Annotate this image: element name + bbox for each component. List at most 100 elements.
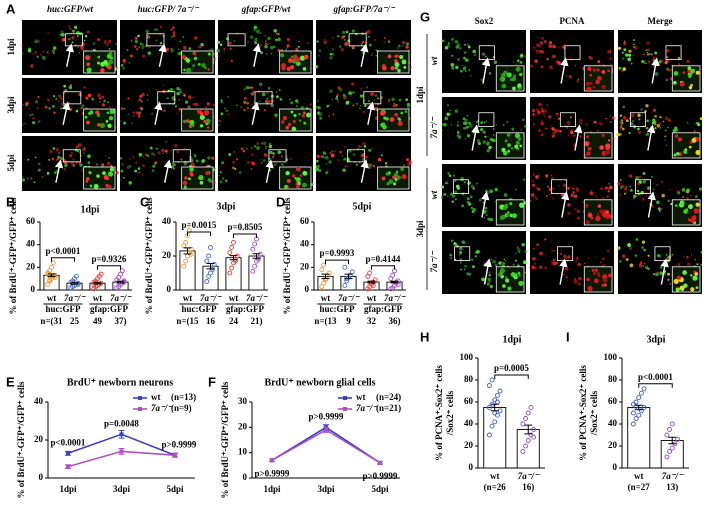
cell bbox=[540, 65, 544, 69]
cell bbox=[550, 174, 553, 177]
cell bbox=[522, 178, 526, 181]
cell bbox=[537, 187, 541, 191]
error-bar bbox=[367, 280, 376, 284]
cell bbox=[652, 188, 655, 191]
cell bbox=[267, 157, 271, 161]
cell bbox=[531, 183, 536, 187]
cell bbox=[316, 40, 319, 43]
cell bbox=[336, 99, 340, 103]
cell bbox=[240, 106, 243, 109]
cell bbox=[587, 257, 589, 259]
cell bbox=[227, 113, 229, 116]
cell bbox=[660, 180, 664, 184]
cell bbox=[162, 152, 164, 155]
cell bbox=[127, 97, 130, 100]
cell bbox=[567, 211, 571, 215]
cell bbox=[406, 102, 411, 107]
cell bbox=[82, 147, 86, 152]
cell bbox=[142, 156, 145, 158]
cell bbox=[325, 156, 329, 160]
cell bbox=[27, 101, 30, 104]
cell bbox=[674, 126, 678, 130]
cell bbox=[98, 97, 102, 100]
cell bbox=[126, 49, 129, 52]
data-point bbox=[183, 258, 189, 264]
inset-cell bbox=[382, 124, 387, 130]
n-label: (n=27 bbox=[628, 482, 651, 492]
y-tick-label: 0 bbox=[613, 462, 618, 472]
data-point bbox=[250, 268, 256, 274]
data-point bbox=[523, 416, 529, 421]
data-point bbox=[520, 421, 526, 427]
cell bbox=[225, 180, 228, 183]
cell bbox=[519, 61, 522, 64]
inset-cell bbox=[605, 210, 610, 214]
cell bbox=[264, 45, 268, 49]
cell bbox=[488, 273, 492, 277]
cell bbox=[67, 37, 71, 41]
cell bbox=[317, 100, 319, 102]
cell bbox=[669, 188, 671, 191]
y-tick-label: 60 bbox=[26, 216, 36, 226]
inset-cell bbox=[586, 135, 589, 139]
cell bbox=[297, 45, 301, 49]
cell bbox=[275, 162, 278, 165]
inset-cell bbox=[597, 274, 601, 277]
cell bbox=[211, 156, 215, 160]
cell bbox=[74, 25, 78, 29]
cell bbox=[95, 163, 99, 166]
cell bbox=[270, 45, 274, 50]
inset-cell bbox=[399, 55, 404, 60]
cell bbox=[451, 66, 455, 70]
inset-cell bbox=[105, 176, 110, 181]
cell bbox=[37, 168, 41, 172]
inset-cell bbox=[295, 61, 301, 67]
cell bbox=[516, 264, 520, 267]
cell bbox=[700, 264, 702, 266]
cell bbox=[483, 121, 486, 124]
y-tick-label: 20 bbox=[162, 250, 172, 260]
legend-label: wt bbox=[356, 392, 366, 402]
cell bbox=[657, 207, 661, 211]
cell bbox=[607, 50, 611, 54]
cell bbox=[69, 108, 73, 111]
cell bbox=[360, 43, 363, 46]
inset-cell bbox=[396, 175, 401, 180]
cell bbox=[466, 121, 469, 124]
cell bbox=[451, 240, 453, 242]
inset-cell bbox=[281, 120, 285, 124]
inset-cell bbox=[515, 140, 520, 145]
cell bbox=[635, 175, 639, 180]
cell bbox=[460, 176, 464, 181]
cell bbox=[90, 48, 93, 50]
cell bbox=[178, 107, 182, 111]
inset-cell bbox=[677, 137, 683, 142]
cell bbox=[601, 196, 605, 200]
cell bbox=[565, 257, 568, 259]
data-point bbox=[641, 386, 647, 392]
inset bbox=[181, 166, 214, 190]
inset-cell bbox=[85, 120, 90, 125]
cell bbox=[454, 180, 457, 183]
x-tick-label: wt bbox=[321, 293, 331, 303]
cell bbox=[367, 30, 371, 34]
cell bbox=[147, 51, 152, 55]
legend-n: (n=21) bbox=[376, 403, 401, 413]
cell bbox=[170, 35, 173, 39]
chart-title: BrdU⁺ newborn neurons bbox=[67, 377, 173, 388]
cell bbox=[463, 43, 467, 47]
cell bbox=[535, 49, 538, 52]
data-point bbox=[211, 262, 217, 267]
cell bbox=[659, 122, 662, 125]
cell bbox=[290, 101, 294, 105]
data-point bbox=[173, 453, 177, 458]
row-label: 7a⁻/⁻ bbox=[429, 250, 439, 272]
micrograph bbox=[616, 97, 703, 160]
inset-cell bbox=[676, 275, 681, 280]
cell bbox=[543, 238, 547, 241]
cell bbox=[487, 217, 491, 221]
inset-cell bbox=[290, 65, 295, 70]
cell bbox=[405, 42, 410, 46]
cell bbox=[162, 84, 165, 87]
data-point bbox=[47, 277, 53, 283]
